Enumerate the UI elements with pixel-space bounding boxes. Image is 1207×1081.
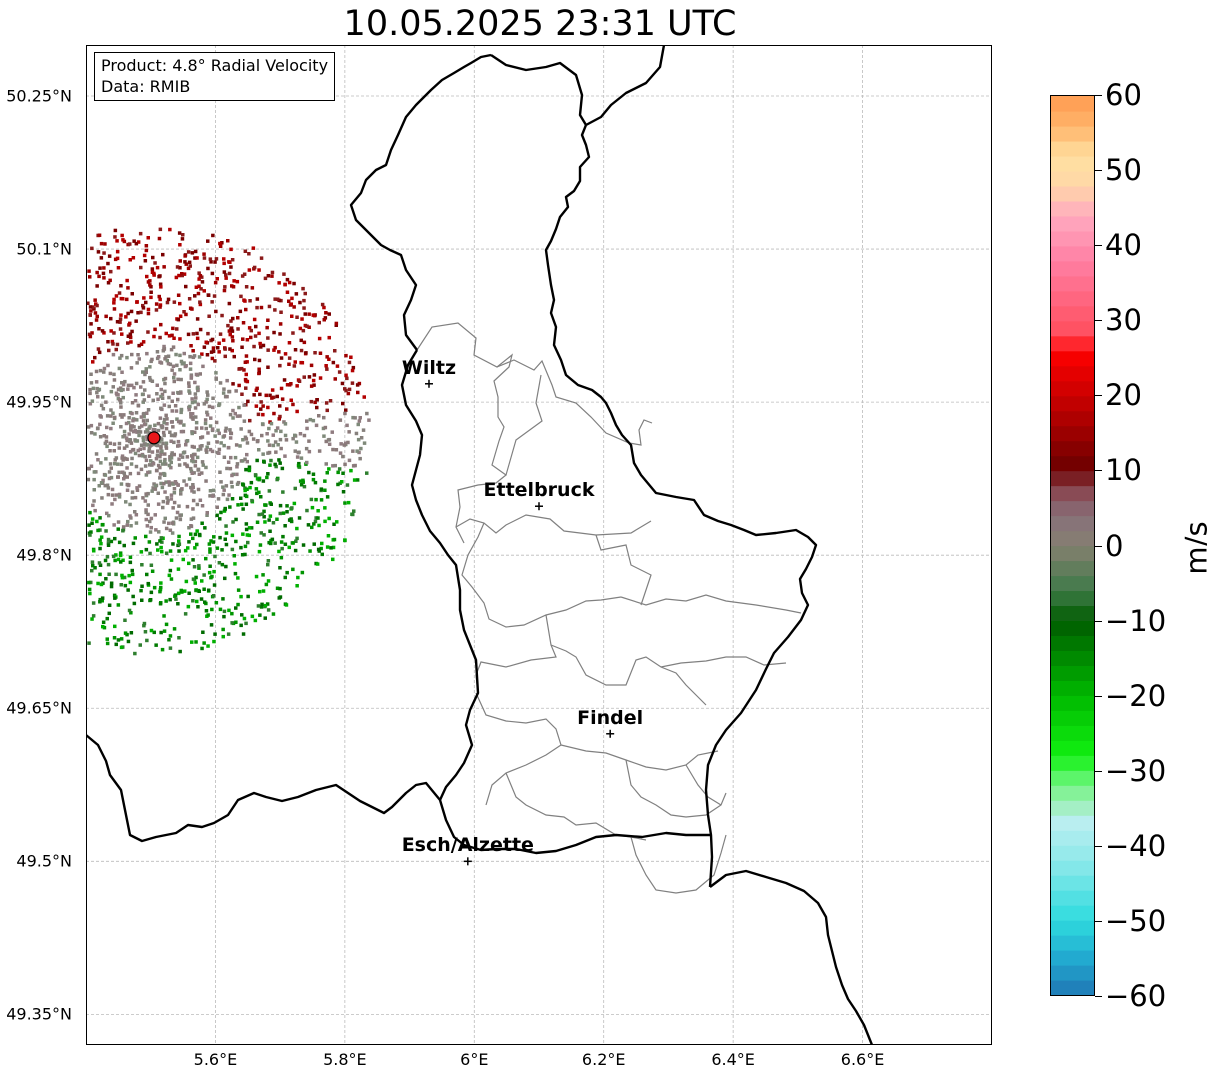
colorbar-tickmark xyxy=(1095,996,1102,997)
colorbar-tick-label: −10 xyxy=(1105,603,1167,638)
colorbar-gradient xyxy=(1051,96,1094,996)
lat-tick-label: 49.5°N xyxy=(16,851,72,871)
colorbar-tickmark xyxy=(1095,695,1102,697)
city-markers xyxy=(424,379,615,866)
radar-site-marker xyxy=(147,431,161,445)
lon-tick-label: 5.8°E xyxy=(323,1050,367,1069)
lat-tick-label: 50.25°N xyxy=(6,86,72,106)
colorbar-tickmark xyxy=(1095,620,1102,622)
city-label: Wiltz xyxy=(401,356,457,379)
radar-echoes xyxy=(86,227,371,656)
map-title: 10.05.2025 23:31 UTC xyxy=(343,4,737,44)
colorbar-unit: m/s xyxy=(1179,521,1207,575)
colorbar-tick-label: −60 xyxy=(1105,979,1167,1013)
lon-tick-label: 6.4°E xyxy=(711,1050,755,1069)
lat-tick-label: 49.35°N xyxy=(6,1004,72,1024)
lon-tick-label: 5.6°E xyxy=(193,1050,238,1069)
colorbar-tickmark xyxy=(1095,920,1102,922)
info-box: Product: 4.8° Radial Velocity Data: RMIB xyxy=(94,52,336,101)
colorbar-tick-label: 20 xyxy=(1105,378,1142,413)
city-marker xyxy=(606,729,615,738)
colorbar-tick-label: −50 xyxy=(1105,903,1167,938)
map-area xyxy=(86,45,992,1045)
data-source-label: Data: RMIB xyxy=(101,77,191,96)
city-marker xyxy=(463,857,472,866)
product-label: Product: 4.8° Radial Velocity xyxy=(101,56,329,75)
lon-tick-label: 6°E xyxy=(460,1050,489,1069)
country-borders xyxy=(86,45,874,1045)
lat-tick-label: 49.8°N xyxy=(16,545,72,565)
colorbar-tick-label: −40 xyxy=(1105,828,1167,863)
city-label: Esch/Alzette xyxy=(401,834,534,857)
map-frame xyxy=(86,45,992,1045)
colorbar-tickmark xyxy=(1095,770,1102,772)
colorbar-tick-label: 0 xyxy=(1105,528,1124,563)
colorbar xyxy=(1050,95,1095,996)
colorbar-tick-label: −30 xyxy=(1105,753,1167,788)
lat-tick-label: 49.95°N xyxy=(6,392,72,412)
lat-tick-label: 49.65°N xyxy=(6,698,72,718)
colorbar-tick-label: 30 xyxy=(1105,303,1142,338)
city-marker xyxy=(535,502,543,511)
colorbar-tickmark xyxy=(1095,545,1102,547)
colorbar-tick-label: −20 xyxy=(1105,678,1167,713)
lon-tick-label: 6.2°E xyxy=(581,1050,626,1069)
colorbar-tick-label: 10 xyxy=(1105,453,1142,488)
colorbar-tickmark xyxy=(1095,95,1102,96)
city-label: Findel xyxy=(577,706,644,729)
grid-lines xyxy=(86,45,992,1045)
city-marker xyxy=(424,379,433,388)
colorbar-tickmark xyxy=(1095,170,1102,172)
colorbar-tickmark xyxy=(1095,320,1102,322)
map-canvas xyxy=(86,45,992,1045)
lat-tick-label: 50.1°N xyxy=(16,239,72,259)
canton-boundaries xyxy=(416,322,802,894)
city-label: Ettelbruck xyxy=(483,479,595,502)
colorbar-tick-label: 40 xyxy=(1105,228,1142,263)
colorbar-tick-label: 60 xyxy=(1105,78,1142,112)
colorbar-tickmark xyxy=(1095,845,1102,847)
colorbar-tick-label: 50 xyxy=(1105,153,1142,188)
colorbar-tickmark xyxy=(1095,395,1102,397)
lon-tick-label: 6.6°E xyxy=(840,1050,885,1069)
colorbar-tickmark xyxy=(1095,470,1102,472)
colorbar-tickmark xyxy=(1095,245,1102,247)
